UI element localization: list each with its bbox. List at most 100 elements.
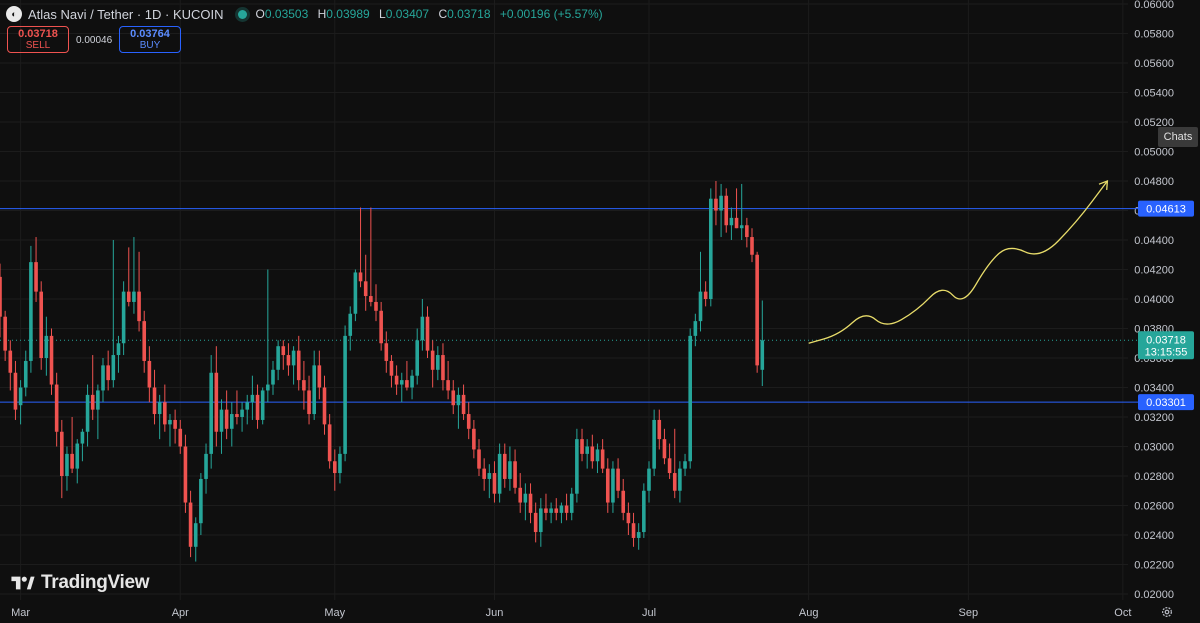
candle-body [760,340,765,370]
candle-body [13,372,18,410]
x-tick-label: Sep [959,607,979,619]
candle-body [642,490,646,533]
candle-body [90,394,95,410]
y-tick-label: 0.02400 [1134,530,1174,542]
candle-body [683,461,687,469]
y-tick-label: 0.03200 [1134,412,1174,424]
candle-body [436,355,440,370]
candle-body [49,335,54,385]
candle-body [441,355,445,381]
candle-body [605,468,610,503]
candle-body [250,394,255,403]
candle-body [678,468,682,491]
candle-body [374,301,378,311]
sell-button[interactable]: 0.03718 SELL [7,26,69,53]
buy-button[interactable]: 0.03764 BUY [119,26,181,53]
candle-body [456,394,461,406]
x-tick-label: Jul [642,607,656,619]
y-tick-label: 0.02000 [1134,589,1174,601]
candle-body [518,487,523,503]
candle-body [724,195,729,226]
candle-body [70,453,74,469]
candle-body [3,316,7,351]
symbol-title[interactable]: Atlas Navi / Tether · 1D · KUCOIN [28,6,224,22]
candle-body [85,394,90,432]
y-tick-label: 0.05800 [1134,29,1174,41]
y-tick-label: 0.05400 [1134,88,1174,100]
candle-body [528,493,533,513]
candle-body [580,439,584,454]
candle-body [611,468,615,503]
candle-body [54,384,59,432]
price-line-tag [1138,394,1194,411]
candle-body [662,439,667,459]
candle-body [672,473,677,491]
candle-body [65,453,69,476]
candle-body [466,414,471,429]
x-tick-label: Jun [486,607,504,619]
candle-body [446,380,450,391]
candle-body [18,387,23,406]
candle-body [569,493,574,513]
x-tick-label: Aug [799,607,819,619]
candle-body [410,375,414,388]
projection-arrowhead [1098,180,1109,191]
y-tick-label: 0.03400 [1134,383,1174,395]
candle-countdown: 13:15:55 [1145,346,1188,358]
candle-body [585,446,589,454]
candle-body [281,346,286,356]
candle-body [636,532,641,538]
candle-body [60,431,64,476]
settings-gear-icon[interactable] [1160,605,1174,619]
y-tick-label: 0.05200 [1134,117,1174,129]
y-tick-label: 0.05000 [1134,147,1174,159]
candle-body [564,505,569,513]
candle-body [477,449,481,469]
candle-body [559,505,564,513]
candle-body [209,372,213,454]
y-tick-label: 0.04200 [1134,265,1174,277]
candle-body [322,387,327,425]
y-tick-label: 0.03000 [1134,442,1174,454]
candle-body [430,350,435,370]
candle-body [719,195,723,211]
candle-body [121,291,126,344]
candle-body [745,225,749,238]
candle-body [461,394,466,415]
x-tick-label: May [324,607,345,619]
candle-body [29,262,33,361]
y-tick-label: 0.02600 [1134,501,1174,513]
candle-body [157,402,162,415]
candle-body [111,355,116,381]
candle-body [132,291,136,302]
y-tick-label: 0.04000 [1134,294,1174,306]
candle-body [363,281,368,297]
candle-body [126,291,131,302]
candle-body [616,468,620,491]
chart-header: ◐ Atlas Navi / Tether · 1D · KUCOIN O0.0… [6,4,603,24]
candle-body [703,291,708,299]
candle-body [554,508,559,513]
candle-body [549,508,553,513]
candle-body [39,291,44,358]
candle-body [621,490,626,513]
candle-body [106,365,110,381]
market-status-icon [237,9,247,19]
current-price-label: 0.03718 [1146,334,1186,346]
price-line-label: 0.04613 [1146,204,1186,216]
x-tick-label: Apr [172,607,189,619]
candle-body [667,458,672,474]
candle-body [183,446,188,503]
candle-body [271,369,275,385]
candle-body [302,380,306,391]
chats-button[interactable]: Chats [1158,127,1198,147]
candle-body [533,512,538,533]
candle-body [523,493,528,503]
candle-body [647,468,651,491]
candle-body [729,217,734,226]
candle-body [75,443,80,469]
candle-body [173,419,177,429]
candle-body [405,380,409,388]
candle-body [358,272,363,282]
